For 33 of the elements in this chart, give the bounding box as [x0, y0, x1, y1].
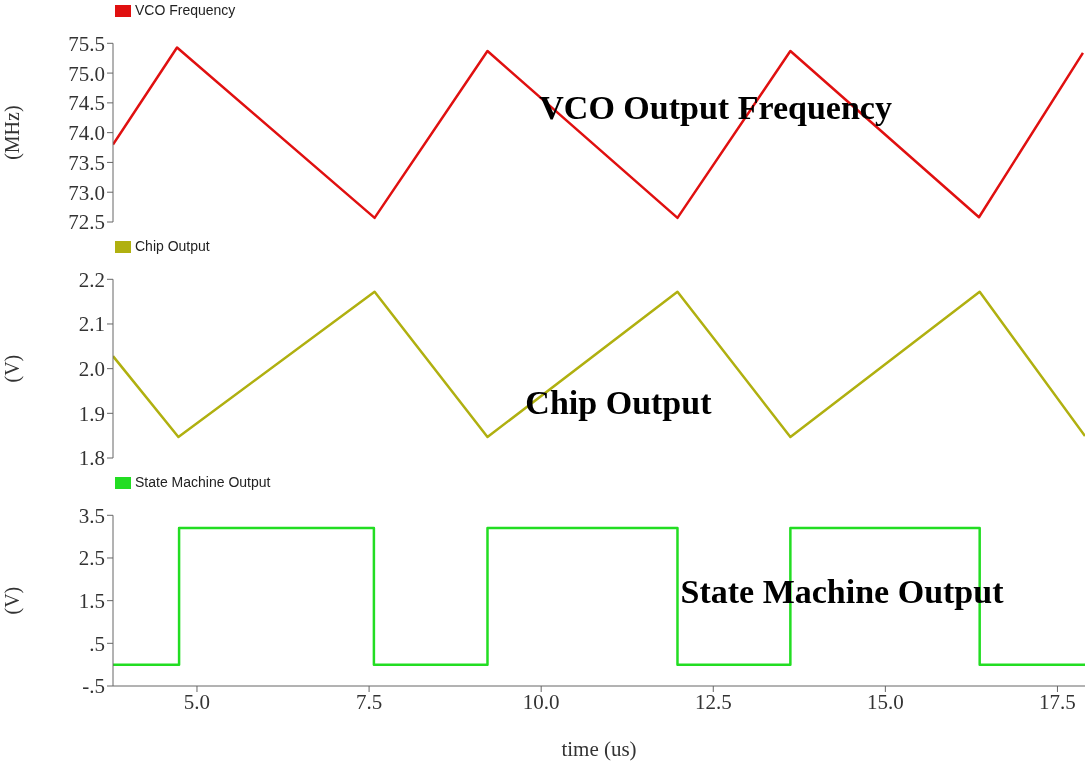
y-tick-label: 3.5 — [78, 503, 105, 528]
x-tick-label: 5.0 — [183, 689, 211, 714]
x-tick-label: 17.5 — [1039, 689, 1076, 714]
y-tick-label: 1.8 — [78, 446, 105, 471]
x-axis-title: time (us) — [561, 737, 637, 761]
y-tick-label: 74.5 — [68, 91, 105, 116]
y-axis-title: (V) — [1, 354, 25, 383]
y-tick-label: 2.0 — [78, 357, 105, 382]
x-tick-label: 12.5 — [694, 689, 732, 714]
y-tick-label: 2.5 — [78, 546, 105, 571]
y-tick-label: 75.5 — [68, 31, 105, 56]
y-tick-label: 1.9 — [78, 401, 105, 426]
y-tick-label: 2.1 — [78, 312, 105, 337]
line-series — [113, 290, 1085, 439]
y-tick-label: 73.0 — [68, 180, 105, 205]
legend-label: State Machine Output — [135, 474, 271, 490]
x-tick-label: 10.0 — [522, 689, 560, 714]
y-tick-label: 72.5 — [68, 210, 105, 235]
x-tick-label: 7.5 — [355, 689, 383, 714]
y-tick-label: 75.0 — [68, 61, 105, 86]
x-tick-label: 15.0 — [866, 689, 904, 714]
line-series — [113, 46, 1085, 220]
y-tick-label: -.5 — [82, 674, 105, 699]
y-axis-title: (V) — [1, 586, 25, 615]
y-tick-label: 74.0 — [68, 121, 105, 146]
legend-label: Chip Output — [135, 238, 210, 254]
y-tick-label: 73.5 — [68, 150, 105, 175]
y-tick-label: 2.2 — [78, 267, 105, 292]
legend-label: VCO Frequency — [135, 2, 236, 18]
y-tick-label: .5 — [89, 631, 105, 656]
y-tick-label: 1.5 — [78, 589, 105, 614]
annotation: Chip Output — [525, 384, 712, 423]
y-axis-title: (MHz) — [1, 105, 25, 160]
